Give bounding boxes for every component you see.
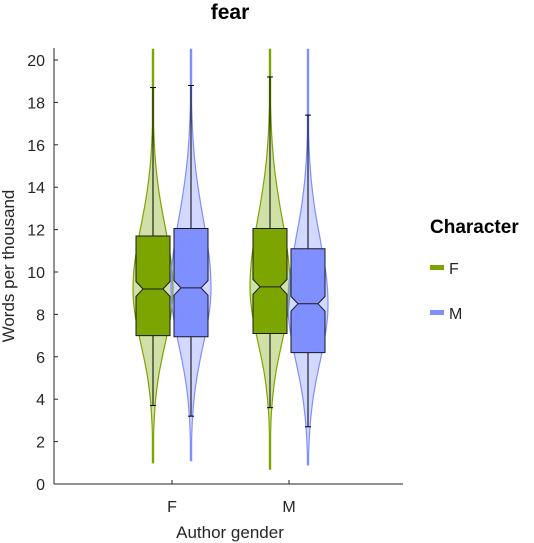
- y-tick-label: 14: [27, 180, 45, 197]
- box: [135, 235, 171, 337]
- y-tick-label: 10: [27, 265, 45, 282]
- chart-title: fear: [211, 1, 250, 24]
- box: [173, 228, 209, 338]
- legend-label: F: [449, 261, 459, 278]
- y-tick-label: 20: [27, 53, 45, 70]
- legend-label: M: [449, 306, 462, 323]
- plot-area: [132, 48, 329, 470]
- y-tick-label: 8: [36, 307, 45, 324]
- y-tick-label: 2: [36, 435, 45, 452]
- legend: Character F M: [430, 217, 519, 323]
- x-tick-label: M: [282, 499, 295, 516]
- y-tick-label: 18: [27, 95, 45, 112]
- box: [290, 248, 326, 354]
- y-tick-label: 16: [27, 138, 45, 155]
- y-tick-label: 4: [36, 392, 45, 409]
- box: [252, 228, 288, 334]
- y-tick-label: 0: [36, 477, 45, 494]
- x-axis-title: Author gender: [176, 523, 284, 542]
- legend-swatch: [430, 310, 444, 315]
- legend-swatch: [430, 265, 444, 270]
- legend-title: Character: [430, 217, 519, 238]
- y-axis-title: Words per thousand: [0, 190, 18, 343]
- y-tick-label: 12: [27, 223, 45, 240]
- x-tick-label: F: [167, 499, 177, 516]
- y-tick-label: 6: [36, 350, 45, 367]
- y-axis: 0 2 4 6 8 10 12 14 16 18 20: [27, 48, 58, 494]
